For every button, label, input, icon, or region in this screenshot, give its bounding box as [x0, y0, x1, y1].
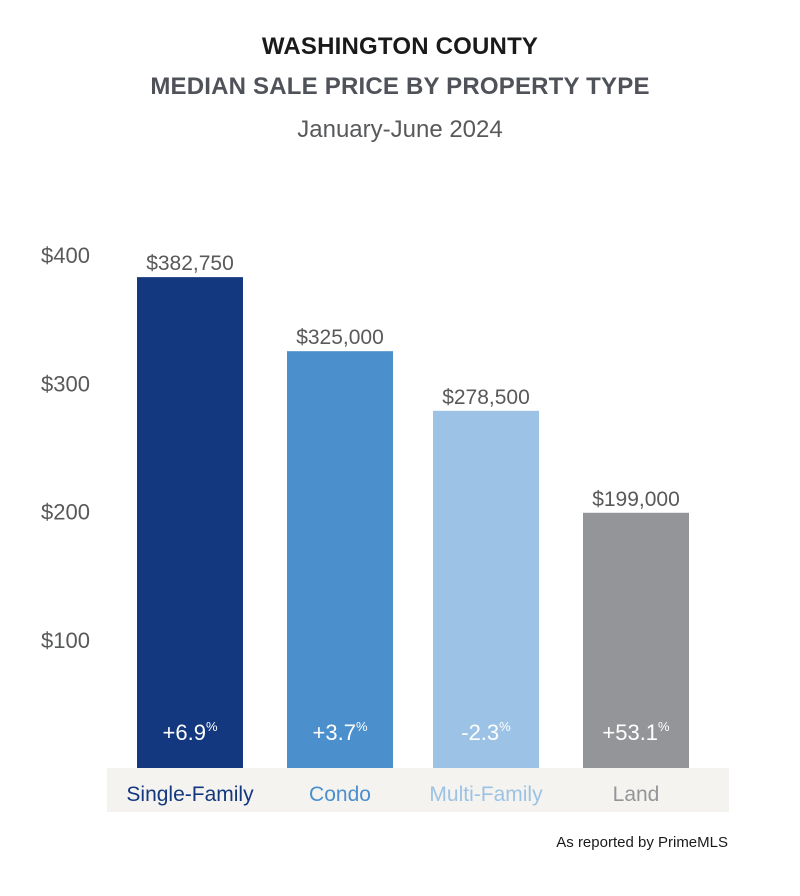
change-label: +53.1% [602, 719, 670, 745]
y-tick-label: $100 [41, 628, 90, 653]
chart-subtitle: January-June 2024 [297, 116, 503, 143]
data-label: $325,000 [296, 326, 384, 349]
category-band [107, 768, 729, 812]
change-label: -2.3% [461, 719, 511, 745]
x-tick-label: Multi-Family [429, 783, 543, 806]
chart-title-line2: MEDIAN SALE PRICE BY PROPERTY TYPE [150, 73, 650, 100]
bar-condo [287, 351, 393, 768]
data-label: $199,000 [592, 488, 680, 511]
data-label: $382,750 [146, 252, 234, 275]
x-tick-label: Land [613, 783, 660, 806]
bar-land [583, 512, 689, 768]
change-label: +3.7% [313, 719, 368, 745]
x-tick-label: Condo [309, 783, 371, 806]
source-note: As reported by PrimeMLS [556, 834, 728, 851]
x-tick-label: Single-Family [126, 783, 254, 806]
chart-title-line1: WASHINGTON COUNTY [261, 33, 539, 60]
y-tick-label: $300 [41, 371, 90, 396]
y-tick-label: $200 [41, 500, 90, 525]
bar-single-family [137, 277, 243, 768]
bar-multi-family [433, 410, 539, 768]
y-tick-label: $400 [41, 243, 90, 268]
change-label: +6.9% [163, 719, 218, 745]
data-label: $278,500 [442, 386, 530, 409]
